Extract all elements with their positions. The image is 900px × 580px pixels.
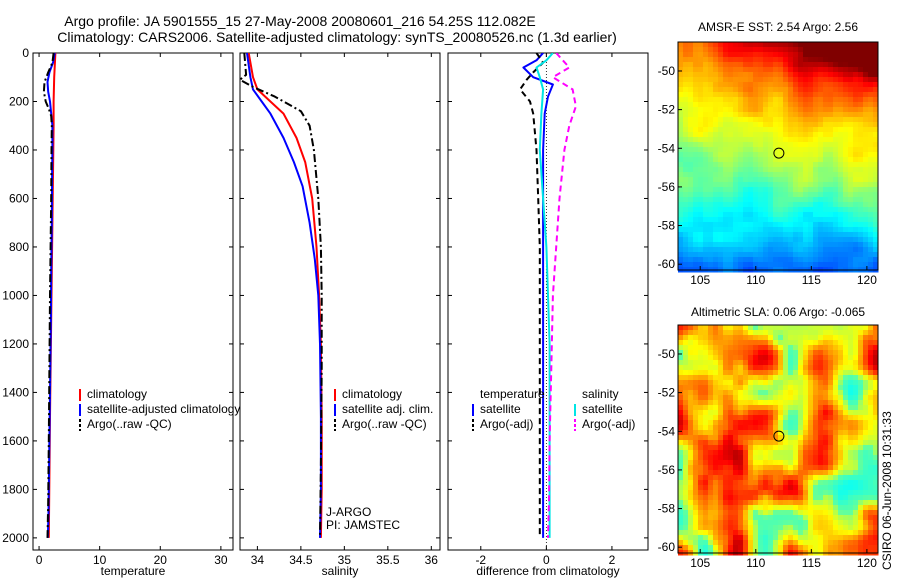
- sst-map-xtick-label: 115: [802, 273, 821, 287]
- sst-map-xtick-label: 105: [690, 273, 710, 287]
- salinity-xtick-label: 36: [425, 553, 439, 567]
- temperature-ytick-label: 1200: [2, 337, 29, 351]
- sst-map-ytick-label: -52: [658, 103, 676, 117]
- temperature-xtick-label: 0: [36, 553, 43, 567]
- temperature-ytick-label: 0: [22, 46, 29, 60]
- sla-map-xtick-label: 105: [690, 556, 710, 570]
- sla-map-ytick-label: -50: [658, 347, 676, 361]
- sst-map-xtick-label: 120: [857, 273, 877, 287]
- sst-map-argo-marker: [773, 147, 785, 159]
- sla-map-frame: [677, 324, 879, 554]
- difference-xtick-label: -2: [475, 553, 486, 567]
- sla-map-ytick-label: -54: [658, 424, 676, 438]
- temperature-xtick-label: 10: [93, 553, 107, 567]
- figure-title-line2: Climatology: CARS2006. Satellite-adjuste…: [57, 29, 617, 45]
- temperature-ytick-label: 800: [9, 240, 29, 254]
- temperature-ytick-label: 1600: [2, 434, 29, 448]
- salinity-xtick-label: 35: [338, 553, 352, 567]
- salinity-xtick-label: 34: [251, 553, 265, 567]
- sst-map-frame: [677, 41, 879, 271]
- salinity-xtick-label: 34.5: [289, 553, 313, 567]
- difference-xtick-label: 0: [543, 553, 550, 567]
- salinity-legend-entry: Argo(..raw -QC): [342, 417, 427, 431]
- difference-xtick-label: 2: [609, 553, 616, 567]
- sst-map-ytick-label: -54: [658, 141, 676, 155]
- sst-map-xtick-label: 110: [746, 273, 765, 287]
- sla-map-xtick-label: 110: [746, 556, 765, 570]
- sla-map-argo-marker: [773, 430, 785, 442]
- salinity-axes-frame: [239, 52, 441, 551]
- temperature-ytick-label: 1400: [2, 385, 29, 399]
- temperature-legend-entry: satellite-adjusted climatology: [87, 402, 240, 416]
- temperature-panel: 0 200 400 600 800 1000 1200 1400 1600 1800 2000 0 10…: [2, 46, 240, 578]
- figure-title-line1: Argo profile: JA 5901555_15 27-May-2008 …: [64, 13, 535, 29]
- temperature-ytick-label: 600: [9, 191, 29, 205]
- difference-legend-entry: satellite: [480, 402, 521, 416]
- difference-series-line: [519, 53, 545, 538]
- temperature-ytick-label: 1000: [2, 288, 29, 302]
- credit-stamp: CSIRO 06-Jun-2008 10:31:33: [880, 411, 894, 570]
- difference-xlabel: difference from climatology: [476, 564, 619, 578]
- sla-map-panel: Altimetric SLA: 0.06 Argo: -0.065 105 110 1…: [658, 305, 879, 570]
- sla-map-field: [678, 325, 879, 556]
- salinity-xtick-label: 35.5: [376, 553, 400, 567]
- temperature-ytick-label: 1800: [2, 482, 29, 496]
- temperature-ytick-label: 400: [9, 143, 29, 157]
- salinity-legend-entry: satellite adj. clim.: [342, 402, 433, 416]
- sla-map-ytick-label: -60: [658, 540, 676, 554]
- sla-map-xtick-label: 115: [802, 556, 821, 570]
- temperature-series-line: [42, 53, 55, 538]
- salinity-panel: 34 34.5 35 35.5 36 salinity climatologysatelli…: [239, 52, 441, 578]
- sla-map-xtick-label: 120: [857, 556, 877, 570]
- difference-series-group: [519, 53, 577, 538]
- temperature-axes-frame: [32, 52, 234, 551]
- difference-legend-heading-temperature: temperature: [480, 387, 545, 401]
- sst-map-panel: AMSR-E SST: 2.54 Argo: 2.56 105 110 115 120 -…: [658, 20, 879, 287]
- temperature-ytick-label: 2000: [2, 531, 29, 545]
- salinity-series-line: [240, 53, 323, 538]
- sla-map-ytick-label: -56: [658, 463, 676, 477]
- difference-legend: temperaturesatelliteArgo(-adj)salinitysa…: [472, 387, 635, 431]
- temperature-legend-entry: climatology: [87, 387, 147, 401]
- difference-series-line: [547, 53, 577, 538]
- difference-legend-entry: Argo(-adj): [480, 417, 533, 431]
- difference-legend-entry: Argo(-adj): [582, 417, 635, 431]
- salinity-legend-entry: climatology: [342, 387, 402, 401]
- sst-map-field: [678, 42, 879, 273]
- difference-legend-heading-salinity: salinity: [582, 387, 619, 401]
- sst-map-title: AMSR-E SST: 2.54 Argo: 2.56: [698, 20, 858, 34]
- temperature-series-group: [42, 53, 57, 538]
- sla-map-ytick-label: -52: [658, 386, 676, 400]
- temperature-xtick-label: 20: [154, 553, 168, 567]
- temperature-xlabel: temperature: [101, 564, 166, 578]
- sla-map-title: Altimetric SLA: 0.06 Argo: -0.065: [691, 305, 865, 319]
- temperature-ytick-label: 200: [9, 94, 29, 108]
- sst-map-ytick-label: -56: [658, 180, 676, 194]
- temperature-xtick-label: 30: [214, 553, 228, 567]
- salinity-xlabel: salinity: [322, 564, 359, 578]
- salinity-annotation: J-ARGO: [326, 505, 371, 519]
- temperature-legend-entry: Argo(..raw -QC): [87, 417, 172, 431]
- sla-map-ytick-label: -58: [658, 502, 676, 516]
- difference-series-line: [535, 53, 554, 538]
- salinity-series-line: [246, 53, 322, 538]
- salinity-series-group: [240, 53, 323, 538]
- salinity-annotation: PI: JAMSTEC: [326, 518, 400, 532]
- sst-map-ytick-label: -58: [658, 219, 676, 233]
- sst-map-ytick-label: -50: [658, 64, 676, 78]
- sst-map-ytick-label: -60: [658, 257, 676, 271]
- difference-legend-entry: satellite: [582, 402, 623, 416]
- difference-series-line: [522, 53, 554, 538]
